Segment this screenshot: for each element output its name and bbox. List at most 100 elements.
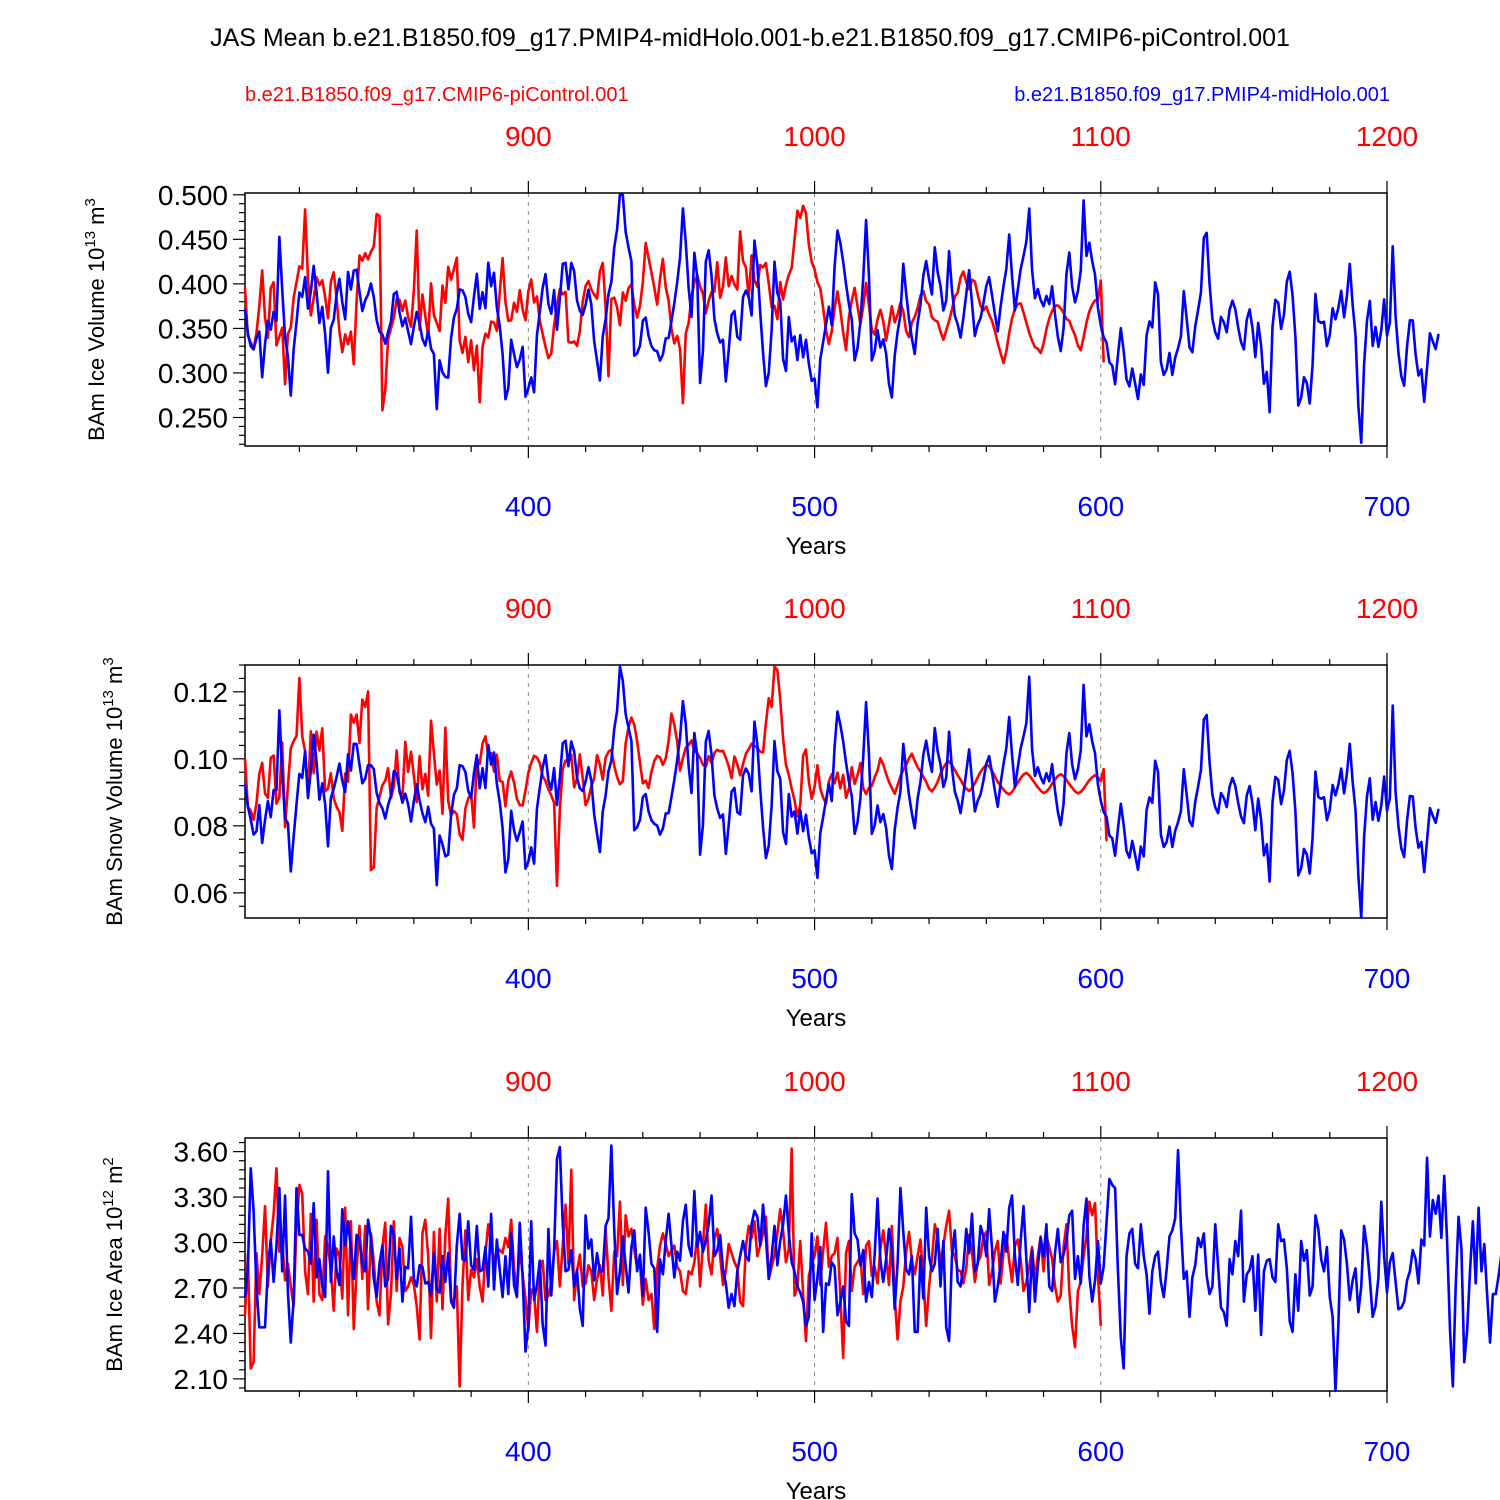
x-tick-label-top: 1100: [1071, 593, 1131, 624]
data-point: [1151, 326, 1153, 328]
data-point: [330, 772, 332, 774]
data-point: [796, 1285, 799, 1288]
data-point: [433, 1231, 435, 1233]
data-point: [1372, 819, 1374, 821]
data-point: [295, 803, 298, 805]
data-point: [856, 822, 859, 824]
data-point: [719, 1234, 721, 1236]
data-point: [822, 797, 824, 799]
data-point: [968, 790, 970, 792]
data-point: [579, 310, 581, 312]
data-point: [919, 304, 922, 306]
data-point: [467, 313, 469, 315]
y-tick-label: 0.400: [158, 269, 228, 300]
data-point: [985, 285, 987, 287]
data-point: [1100, 324, 1102, 326]
data-point: [1452, 1385, 1454, 1388]
data-point: [381, 409, 383, 411]
data-point: [476, 754, 478, 756]
data-point: [914, 316, 916, 318]
data-point: [1472, 1220, 1474, 1222]
data-point: [321, 279, 323, 281]
data-point: [1088, 310, 1090, 312]
data-point: [1380, 1201, 1382, 1203]
data-point: [530, 762, 532, 764]
data-point: [831, 1261, 833, 1263]
data-point: [647, 810, 650, 813]
data-point: [1125, 378, 1128, 380]
data-point: [536, 1331, 538, 1333]
data-point: [255, 803, 258, 805]
data-point: [917, 766, 919, 768]
data-point: [722, 1284, 724, 1286]
data-point: [1406, 345, 1408, 347]
data-point: [1249, 1269, 1251, 1271]
data-point: [1057, 336, 1059, 338]
data-point: [479, 787, 481, 789]
data-point: [971, 279, 973, 281]
data-point: [1237, 1255, 1239, 1257]
data-point: [1171, 1229, 1173, 1232]
data-point: [1286, 759, 1288, 761]
data-point: [1283, 313, 1285, 316]
data-point: [278, 796, 280, 798]
data-point: [1349, 1299, 1351, 1301]
data-point: [453, 810, 455, 812]
data-point: [914, 827, 916, 829]
data-point: [273, 311, 275, 313]
data-point: [1200, 1246, 1202, 1248]
data-point: [722, 285, 724, 287]
data-point: [842, 261, 844, 263]
data-point: [633, 1229, 635, 1232]
data-point: [619, 324, 621, 326]
data-point: [258, 1326, 260, 1328]
data-point: [1329, 1296, 1331, 1298]
data-point: [1269, 880, 1271, 883]
data-point: [1123, 824, 1125, 826]
data-point: [1197, 309, 1199, 311]
data-point: [751, 254, 753, 257]
data-point: [1455, 1285, 1457, 1288]
data-point: [1168, 1235, 1171, 1238]
data-point: [688, 322, 690, 324]
data-point: [862, 787, 864, 789]
data-point: [398, 312, 401, 314]
data-point: [252, 819, 255, 821]
x-tick-label-top: 1100: [1071, 121, 1131, 152]
data-point: [954, 791, 956, 793]
data-point: [510, 339, 512, 341]
data-point: [1103, 768, 1105, 770]
data-point: [278, 336, 280, 338]
data-point: [1151, 802, 1153, 804]
data-point: [504, 871, 507, 874]
data-point: [1389, 321, 1391, 324]
data-point: [513, 829, 515, 831]
data-point: [1051, 783, 1053, 785]
data-point: [839, 787, 841, 789]
data-point: [656, 1331, 658, 1333]
data-point: [593, 294, 595, 296]
data-point: [647, 787, 650, 789]
data-point: [476, 345, 478, 347]
data-point: [656, 1267, 658, 1269]
data-point: [745, 290, 747, 292]
data-point: [338, 278, 341, 280]
data-point: [1274, 299, 1276, 301]
data-point: [782, 298, 784, 301]
data-point: [1266, 1260, 1268, 1262]
data-point: [1400, 847, 1402, 849]
data-point: [496, 307, 498, 309]
data-point: [836, 771, 839, 774]
data-point: [244, 1314, 246, 1316]
data-point: [373, 296, 375, 298]
data-point: [928, 1255, 930, 1257]
data-point: [816, 1235, 819, 1238]
data-point: [1157, 293, 1159, 295]
data-point: [387, 338, 389, 340]
data-point: [945, 299, 947, 301]
data-point: [925, 740, 927, 742]
data-point: [954, 1229, 956, 1232]
data-point: [522, 308, 524, 311]
x-tick-label-bottom: 600: [1077, 1436, 1124, 1467]
data-point: [1031, 340, 1033, 342]
